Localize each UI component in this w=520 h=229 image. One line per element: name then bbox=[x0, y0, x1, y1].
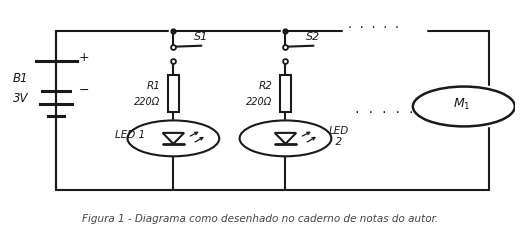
Text: B1: B1 bbox=[13, 72, 29, 85]
Text: $M_1$: $M_1$ bbox=[452, 97, 470, 112]
Text: 220Ω: 220Ω bbox=[134, 96, 160, 106]
Text: +: + bbox=[79, 51, 90, 64]
Text: −: − bbox=[79, 84, 89, 97]
Text: . . . . .: . . . . . bbox=[354, 106, 415, 115]
Text: S2: S2 bbox=[306, 32, 320, 42]
Bar bbox=[168, 75, 179, 112]
Text: . . . . .: . . . . . bbox=[347, 20, 399, 30]
Text: R2: R2 bbox=[258, 81, 272, 90]
Text: LED 1: LED 1 bbox=[115, 130, 146, 140]
Text: 3V: 3V bbox=[13, 92, 29, 105]
Bar bbox=[280, 75, 291, 112]
Text: 220Ω: 220Ω bbox=[246, 96, 272, 106]
Text: S1: S1 bbox=[194, 32, 208, 42]
Text: LED
  2: LED 2 bbox=[329, 125, 349, 147]
Text: Figura 1 - Diagrama como desenhado no caderno de notas do autor.: Figura 1 - Diagrama como desenhado no ca… bbox=[82, 214, 438, 224]
Text: R1: R1 bbox=[146, 81, 160, 90]
